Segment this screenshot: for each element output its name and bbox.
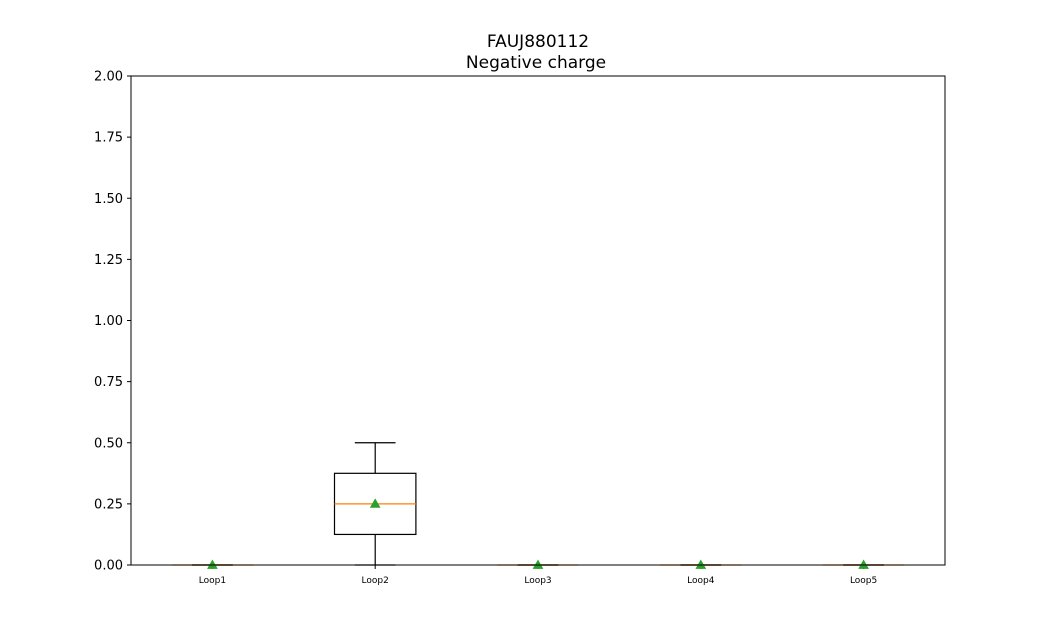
y-tick-label: 0.75 (94, 375, 123, 390)
mean-marker (695, 559, 707, 569)
y-tick-label: 0.25 (94, 497, 123, 512)
mean-marker (369, 498, 381, 508)
box-loop1 (171, 559, 254, 569)
y-tick-label: 2.00 (94, 70, 123, 85)
y-tick-label: 0.50 (94, 436, 123, 451)
y-tick-label: 1.25 (94, 253, 123, 268)
x-tick-label: Loop5 (850, 576, 877, 586)
y-tick-label: 1.50 (94, 192, 123, 207)
x-tick-label: Loop2 (362, 576, 389, 586)
y-axis: 0.00 0.25 0.50 0.75 1.00 1.25 1.50 1.75 2.00 (94, 70, 131, 574)
mean-marker (858, 559, 869, 569)
box-loop2 (333, 442, 417, 566)
x-tick-label: Loop3 (524, 576, 551, 586)
y-tick-label: 1.00 (94, 314, 123, 329)
chart-subtitle: Negative charge (466, 53, 606, 73)
x-tick-label: Loop4 (687, 576, 715, 586)
y-tick-label: 0.00 (94, 559, 123, 574)
mean-marker (207, 559, 218, 569)
box-loop5 (822, 559, 905, 569)
mean-marker (532, 559, 544, 569)
y-tick-label: 1.75 (94, 131, 123, 146)
box-series (171, 442, 905, 569)
plot-frame (130, 75, 946, 566)
chart-title: FAUJ880112 (487, 32, 589, 52)
box-loop4 (660, 559, 742, 569)
x-tick-label: Loop1 (199, 576, 226, 586)
box-loop3 (497, 559, 579, 569)
